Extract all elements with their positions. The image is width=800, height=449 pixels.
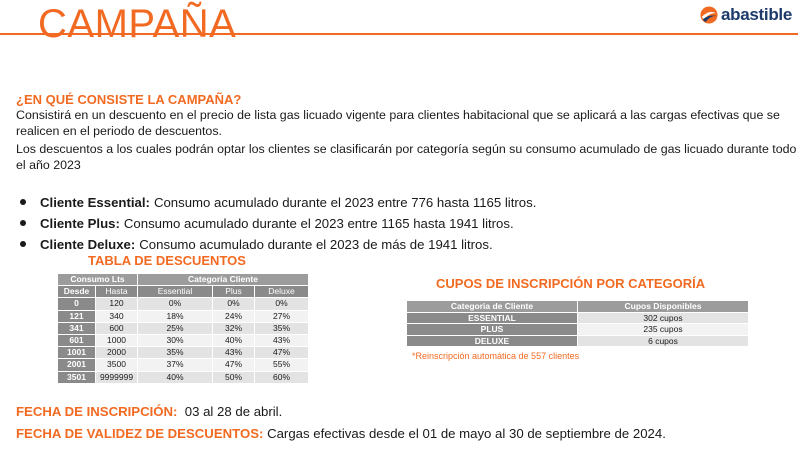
table-row: 1001 2000 35% 43% 47%: [57, 346, 309, 360]
table-row: 2001 3500 37% 47% 55%: [57, 358, 309, 372]
table-cell: 0%: [212, 297, 255, 311]
brand-logo: abastible: [700, 4, 792, 26]
column-header: Categoria de Cliente: [406, 300, 578, 313]
table-cell: 340: [95, 309, 138, 323]
validity-value: Cargas efectivas desde el 01 de mayo al …: [267, 426, 666, 441]
intro-paragraph-2: Los descuentos a los cuales podrán optar…: [16, 142, 797, 172]
quota-table: Categoria de Cliente Cupos Disponibles E…: [406, 300, 749, 347]
column-header: Desde: [57, 285, 96, 299]
table-cell: 35%: [137, 346, 213, 360]
column-header: Deluxe: [254, 285, 309, 299]
category-list: Cliente Essential: Consumo acumulado dura…: [20, 192, 536, 255]
table-cell: DELUXE: [406, 334, 578, 347]
table-cell: 47%: [212, 358, 255, 372]
table-cell: 302 cupos: [577, 311, 749, 324]
table-cell: 27%: [254, 309, 309, 323]
table-cell: 25%: [137, 321, 213, 336]
table-cell: 3500: [95, 358, 138, 372]
table-cell: 0: [57, 297, 96, 311]
category-label: Cliente Plus:: [40, 216, 120, 231]
bullet-icon: [20, 220, 26, 226]
table-cell: 24%: [212, 309, 255, 323]
table-cell: 3501: [57, 370, 96, 384]
table-row: 341 600 25% 32% 35%: [57, 321, 309, 336]
flame-logo-icon: [700, 6, 718, 24]
table-cell: 55%: [254, 358, 309, 372]
table-cell: 0%: [137, 297, 213, 311]
table-cell: 0%: [254, 297, 309, 311]
table-row: DELUXE 6 cupos: [406, 334, 749, 347]
table-row: 3501 9999999 40% 50% 60%: [57, 370, 309, 384]
intro-paragraph-1: Consistirá en un descuento en el precio …: [16, 108, 780, 138]
table-cell: 50%: [212, 370, 255, 384]
registration-label: FECHA DE INSCRIPCIÓN:: [16, 404, 178, 419]
table-cell: ESSENTIAL: [406, 311, 578, 324]
table-cell: 43%: [254, 334, 309, 348]
table-cell: 18%: [137, 309, 213, 323]
list-item: Cliente Plus: Consumo acumulado durante e…: [20, 213, 536, 234]
table-cell: 47%: [254, 346, 309, 360]
list-item: Cliente Deluxe: Consumo acumulado durante…: [20, 234, 536, 255]
table-row: PLUS 235 cupos: [406, 323, 749, 336]
table-row: 0 120 0% 0% 0%: [57, 297, 309, 311]
list-item: Cliente Essential: Consumo acumulado dura…: [20, 192, 536, 213]
column-header: Hasta: [95, 285, 138, 299]
category-text: Consumo acumulado durante el 2023 entre …: [123, 216, 514, 231]
table-cell: 2001: [57, 358, 96, 372]
table-cell: 6 cupos: [577, 334, 749, 347]
table-cell: 121: [57, 309, 96, 323]
title-underline: [0, 33, 798, 35]
group-header: Categoría Cliente: [137, 272, 309, 287]
table-cell: 1001: [57, 346, 96, 360]
table-cell: 9999999: [95, 370, 138, 384]
table-cell: 235 cupos: [577, 323, 749, 336]
column-header: Plus: [212, 285, 255, 299]
category-text: Consumo acumulado durante el 2023 de más…: [139, 237, 493, 252]
table-cell: 32%: [212, 321, 255, 336]
column-header: Cupos Disponibles: [577, 300, 749, 313]
validity-label: FECHA DE VALIDEZ DE DESCUENTOS:: [16, 426, 264, 441]
group-header: Consumo Lts: [57, 272, 138, 287]
table-cell: 37%: [137, 358, 213, 372]
table-cell: 40%: [212, 334, 255, 348]
table-row: 601 1000 30% 40% 43%: [57, 334, 309, 348]
table-cell: 2000: [95, 346, 138, 360]
registration-value: 03 al 28 de abril.: [184, 404, 283, 419]
table-cell: 601: [57, 334, 96, 348]
table-cell: 600: [95, 321, 138, 336]
page-title: CAMPAÑA: [38, 2, 237, 46]
table-cell: 40%: [137, 370, 213, 384]
column-header: Essential: [137, 285, 213, 299]
table-row: ESSENTIAL 302 cupos: [406, 311, 749, 324]
validity-date: FECHA DE VALIDEZ DE DESCUENTOS: Cargas e…: [16, 426, 666, 441]
quota-table-title: CUPOS DE INSCRIPCIÓN POR CATEGORÍA: [436, 276, 706, 291]
discount-table: Consumo Lts Categoría Cliente Desde Hast…: [57, 272, 309, 384]
table-cell: 43%: [212, 346, 255, 360]
bullet-icon: [20, 241, 26, 247]
discount-table-title: TABLA DE DESCUENTOS: [88, 253, 246, 268]
table-cell: 30%: [137, 334, 213, 348]
logo-text: abastible: [721, 5, 792, 24]
table-row: 121 340 18% 24% 27%: [57, 309, 309, 323]
reinscription-note: *Reinscripción automática de 557 cliente…: [412, 351, 580, 361]
category-label: Cliente Essential:: [40, 195, 150, 210]
table-cell: 60%: [254, 370, 309, 384]
section-heading: ¿EN QUÉ CONSISTE LA CAMPAÑA?: [16, 92, 242, 107]
table-cell: PLUS: [406, 323, 578, 336]
registration-date: FECHA DE INSCRIPCIÓN: 03 al 28 de abril.: [16, 404, 282, 419]
category-label: Cliente Deluxe:: [40, 237, 136, 252]
category-text: Consumo acumulado durante el 2023 entre …: [153, 195, 537, 210]
table-cell: 1000: [95, 334, 138, 348]
table-cell: 35%: [254, 321, 309, 336]
table-cell: 341: [57, 321, 96, 336]
table-cell: 120: [95, 297, 138, 311]
bullet-icon: [20, 199, 26, 205]
